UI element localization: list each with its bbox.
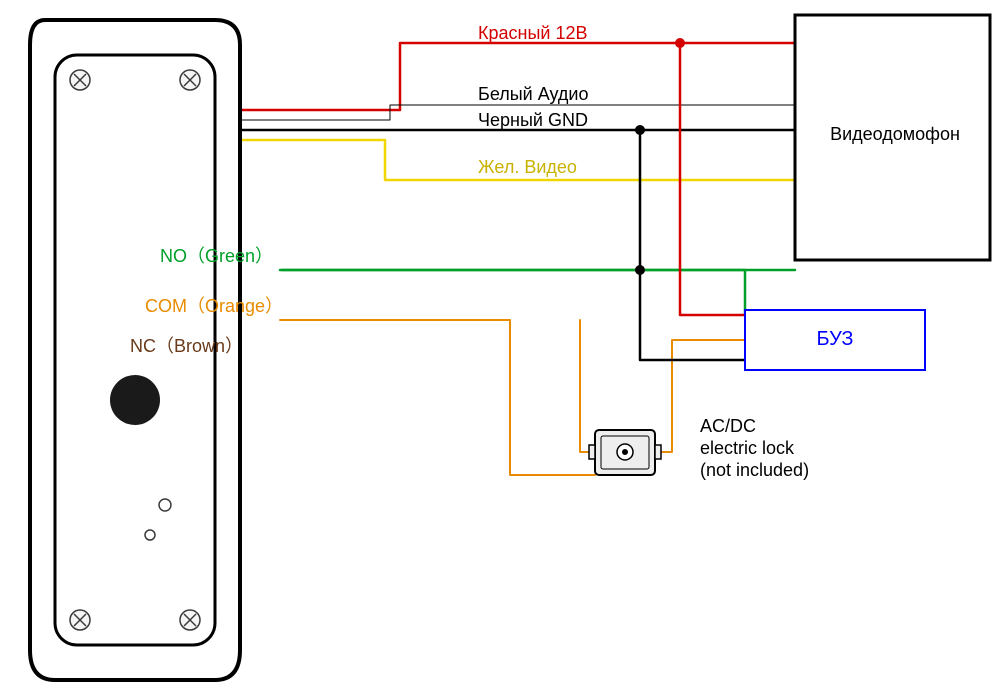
junction-dot	[675, 38, 685, 48]
wire-label-red: Красный 12В	[478, 23, 587, 43]
intercom-label: Видеодомофон	[830, 124, 960, 144]
junction-dot	[635, 265, 645, 275]
cable-grommet	[110, 375, 160, 425]
lock-label-line: electric lock	[700, 438, 795, 458]
electric-lock	[589, 430, 661, 475]
wire-label-black: Черный GND	[478, 110, 588, 130]
wire-label-yellow: Жел. Видео	[478, 157, 577, 177]
junction-dot	[635, 125, 645, 135]
lock-label-line: AC/DC	[700, 416, 756, 436]
buz-label: БУЗ	[816, 328, 853, 350]
wire-label-white: Белый Аудио	[478, 84, 589, 104]
wire-label-brown: NC（Brown）	[130, 336, 243, 356]
wire-label-orange: COM（Orange）	[145, 296, 283, 316]
wire-label-green: NO（Green）	[160, 246, 273, 266]
wiring-diagram: Видеодомофон БУЗ AC/DCelectric lock(not in…	[0, 0, 1000, 696]
lock-label-line: (not included)	[700, 460, 809, 480]
